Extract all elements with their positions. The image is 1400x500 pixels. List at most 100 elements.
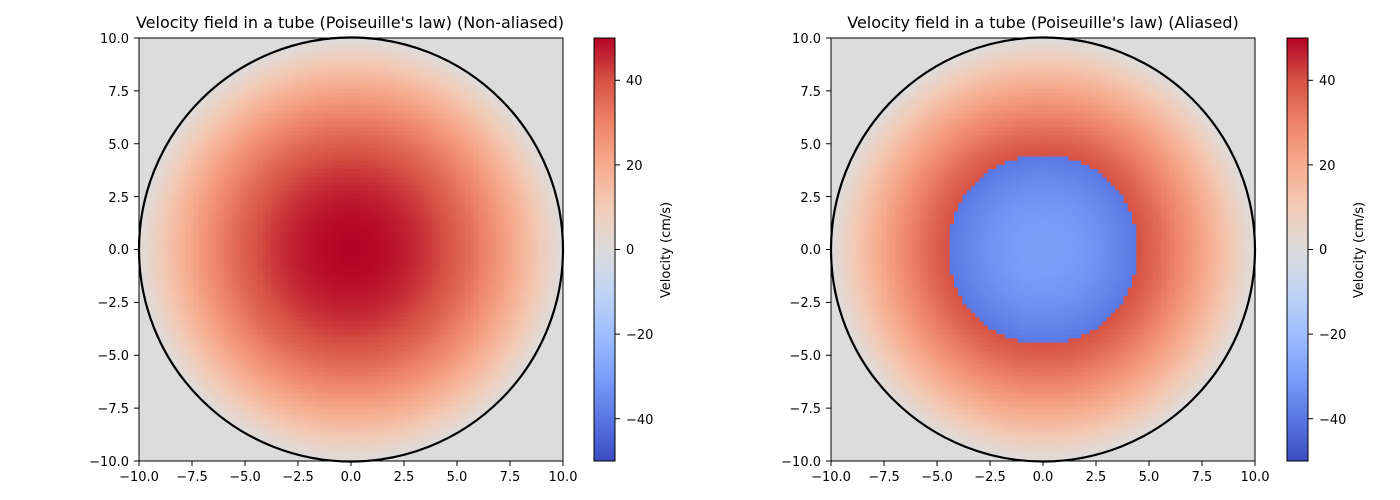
heatmap-cell — [393, 88, 399, 94]
heatmap-cell — [351, 410, 356, 416]
heatmap-cell — [325, 317, 331, 323]
heatmap-cell — [287, 194, 293, 200]
heatmap-cell — [181, 346, 187, 352]
heatmap-cell — [321, 186, 327, 191]
heatmap-cell — [228, 253, 233, 259]
heatmap-cell — [308, 262, 314, 268]
heatmap-cell — [155, 266, 161, 272]
heatmap-cell — [300, 232, 305, 238]
heatmap-cell — [334, 393, 339, 399]
heatmap-cell — [211, 393, 216, 399]
heatmap-cell — [355, 342, 361, 348]
heatmap-cell — [261, 279, 267, 284]
heatmap-cell — [206, 169, 212, 174]
heatmap-cell — [245, 211, 250, 217]
heatmap-cell — [172, 156, 178, 162]
heatmap-cell — [215, 401, 221, 407]
heatmap-cell — [278, 279, 284, 284]
heatmap-cell — [372, 160, 378, 166]
heatmap-cell — [334, 169, 339, 174]
heatmap-cell — [274, 147, 280, 153]
heatmap-cell — [367, 202, 373, 208]
heatmap-cell — [359, 346, 365, 352]
heatmap-cell — [151, 224, 157, 229]
heatmap-cell — [380, 135, 386, 141]
heatmap-cell — [308, 363, 314, 369]
heatmap-cell — [245, 359, 250, 365]
heatmap-cell — [198, 135, 204, 141]
heatmap-cell — [359, 262, 365, 268]
heatmap-cell — [351, 67, 356, 73]
heatmap-cell — [160, 296, 166, 301]
heatmap-cell — [185, 177, 191, 183]
heatmap-cell — [274, 105, 280, 111]
heatmap-cell — [372, 156, 378, 162]
heatmap-cell — [325, 355, 331, 361]
heatmap-cell — [304, 329, 310, 335]
heatmap-cell — [346, 169, 352, 174]
heatmap-cell — [325, 274, 331, 280]
heatmap-cell — [172, 211, 178, 217]
heatmap-cell — [223, 131, 229, 136]
heatmap-cell — [194, 219, 199, 225]
heatmap-cell — [393, 101, 399, 107]
heatmap-cell — [384, 152, 390, 158]
heatmap-cell — [257, 101, 263, 107]
heatmap-cell — [181, 169, 187, 174]
heatmap-cell — [160, 274, 166, 280]
heatmap-cell — [380, 236, 386, 242]
heatmap-cell — [287, 346, 293, 352]
heatmap-cell — [351, 54, 356, 60]
heatmap-cell — [240, 76, 246, 81]
heatmap-cell — [228, 355, 233, 361]
heatmap-cell — [384, 359, 390, 365]
heatmap-cell — [211, 304, 216, 310]
heatmap-cell — [295, 439, 301, 445]
heatmap-cell — [308, 118, 314, 124]
heatmap-cell — [295, 406, 301, 411]
heatmap-cell — [198, 270, 204, 276]
heatmap-cell — [206, 329, 212, 335]
heatmap-cell — [219, 401, 225, 407]
heatmap-cell — [291, 152, 297, 158]
heatmap-cell — [338, 287, 344, 293]
heatmap-cell — [274, 380, 280, 386]
heatmap-cell — [139, 228, 144, 234]
heatmap-cell — [215, 389, 221, 394]
heatmap-cell — [181, 270, 187, 276]
heatmap-cell — [189, 181, 195, 187]
heatmap-cell — [189, 308, 195, 314]
heatmap-cell — [304, 401, 310, 407]
heatmap-cell — [257, 401, 263, 407]
heatmap-cell — [351, 257, 356, 263]
heatmap-cell — [351, 241, 356, 246]
heatmap-cell — [270, 207, 276, 213]
heatmap-cell — [355, 152, 361, 158]
heatmap-cell — [287, 351, 293, 356]
heatmap-cell — [274, 50, 280, 56]
heatmap-cell — [185, 329, 191, 335]
heatmap-cell — [266, 67, 272, 73]
heatmap-cell — [143, 257, 149, 263]
heatmap-cell — [223, 202, 229, 208]
heatmap-cell — [164, 334, 170, 339]
heatmap-cell — [253, 304, 259, 310]
heatmap-cell — [202, 131, 208, 136]
heatmap-cell — [261, 253, 267, 259]
heatmap-cell — [312, 329, 318, 335]
heatmap-cell — [325, 380, 331, 386]
heatmap-cell — [359, 283, 365, 289]
heatmap-cell — [240, 236, 246, 242]
heatmap-cell — [270, 351, 276, 356]
heatmap-cell — [223, 384, 229, 390]
heatmap-cell — [291, 444, 297, 449]
heatmap-cell — [240, 401, 246, 407]
heatmap-cell — [177, 164, 182, 170]
heatmap-cell — [355, 186, 361, 191]
heatmap-cell — [380, 452, 386, 458]
heatmap-cell — [266, 114, 272, 119]
heatmap-cell — [367, 59, 373, 64]
heatmap-cell — [236, 270, 242, 276]
heatmap-cell — [202, 270, 208, 276]
heatmap-cell — [261, 376, 267, 382]
